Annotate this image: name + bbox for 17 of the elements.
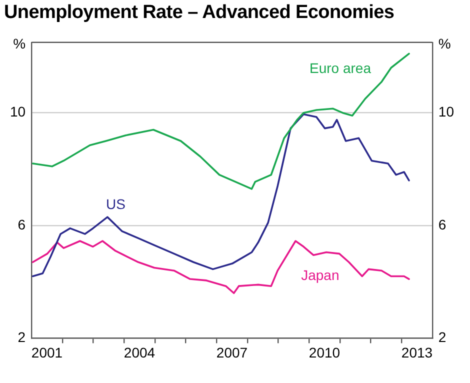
x-tick-label: 2013 bbox=[401, 344, 433, 360]
y-axis-title: % bbox=[13, 35, 26, 52]
y2-tick-label: 6 bbox=[438, 216, 446, 232]
x-tick-label: 2001 bbox=[31, 344, 63, 360]
x-tick-label: 2010 bbox=[308, 344, 340, 360]
y2-tick-label: 10 bbox=[438, 104, 454, 120]
chart-title: Unemployment Rate – Advanced Economies bbox=[4, 2, 394, 24]
x-tick-label: 2004 bbox=[124, 344, 156, 360]
x-tick-label: 2007 bbox=[216, 344, 248, 360]
y2-axis-title: % bbox=[438, 35, 451, 52]
y2-tick-label: 2 bbox=[438, 329, 446, 346]
y-tick-label: 2 bbox=[18, 329, 26, 346]
series-label: US bbox=[106, 196, 126, 212]
series-label: Euro area bbox=[309, 60, 372, 76]
y-tick-label: 6 bbox=[18, 216, 26, 232]
series-label: Japan bbox=[301, 266, 340, 283]
y-tick-label: 10 bbox=[10, 104, 26, 120]
